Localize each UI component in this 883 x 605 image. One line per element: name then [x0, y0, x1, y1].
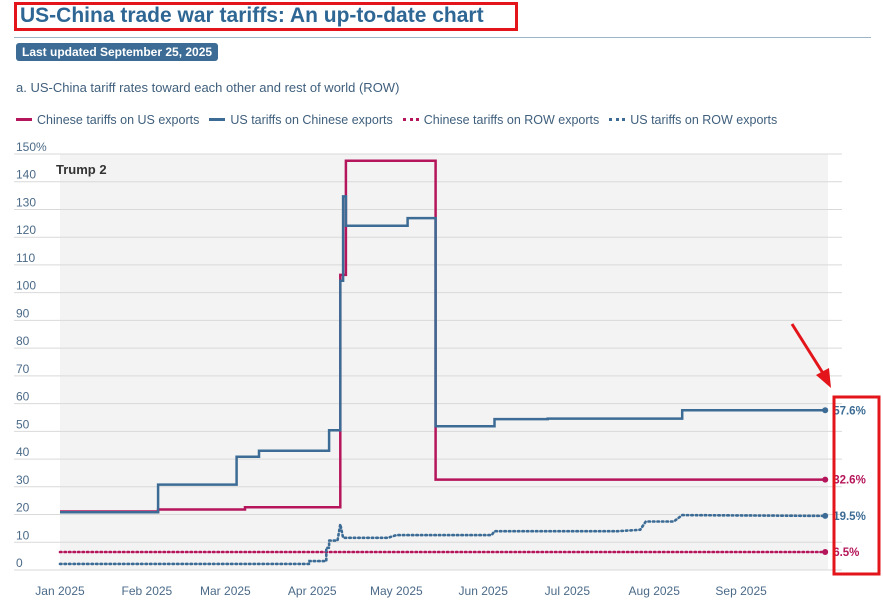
legend-item-0: Chinese tariffs on US exports — [16, 113, 199, 127]
x-tick-label: Mar 2025 — [200, 584, 251, 598]
x-tick-label: Apr 2025 — [288, 584, 337, 598]
series-end-point-2 — [822, 548, 829, 555]
x-tick-label: Aug 2025 — [629, 584, 681, 598]
legend-item-3: US tariffs on ROW exports — [609, 113, 777, 127]
period-annotation: Trump 2 — [56, 162, 107, 177]
series-end-label-0: 32.6% — [833, 475, 866, 487]
shaded-period — [60, 154, 828, 570]
series-end-point-3 — [822, 512, 829, 519]
y-tick-label: 60 — [16, 390, 30, 404]
legend-label: Chinese tariffs on ROW exports — [423, 112, 600, 127]
legend-swatch — [402, 118, 419, 121]
y-tick-label: 90 — [16, 306, 30, 320]
y-tick-label: 20 — [16, 501, 30, 515]
last-updated-badge: Last updated September 25, 2025 — [16, 43, 219, 61]
legend-swatch — [16, 118, 32, 121]
y-tick-label: 10 — [16, 528, 30, 542]
series-end-label-1: 57.6% — [833, 405, 866, 417]
series-line-3 — [58, 513, 827, 566]
y-tick-label: 0 — [16, 556, 23, 570]
y-tick-label: 140 — [16, 168, 36, 182]
y-tick-label: 80 — [16, 334, 30, 348]
series-end-point-1 — [822, 407, 829, 414]
highlight-arrow-shaft — [790, 323, 828, 379]
legend-swatch — [209, 118, 226, 121]
x-tick-label: May 2025 — [370, 584, 423, 598]
y-tick-label: 30 — [16, 473, 30, 487]
series-end-label-2: 6.5% — [833, 547, 859, 559]
y-tick-label: 130 — [16, 195, 36, 209]
page-title: US-China trade war tariffs: An up-to-dat… — [20, 4, 484, 27]
end-label-highlight-box — [832, 395, 881, 576]
legend-item-2: Chinese tariffs on ROW exports — [402, 112, 600, 127]
x-tick-label: Jul 2025 — [545, 584, 591, 598]
y-tick-label: 150% — [16, 140, 47, 154]
title-highlight-box — [14, 2, 518, 31]
x-tick-label: Jan 2025 — [35, 584, 85, 598]
chart-subtitle: a. US-China tariff rates toward each oth… — [16, 80, 400, 95]
series-line-1 — [60, 195, 826, 514]
x-tick-label: Feb 2025 — [122, 584, 173, 598]
legend-label: US tariffs on ROW exports — [630, 112, 778, 127]
y-tick-label: 120 — [16, 223, 36, 237]
y-tick-label: 110 — [16, 251, 35, 265]
y-tick-label: 50 — [16, 417, 30, 431]
series-end-label-3: 19.5% — [833, 511, 866, 523]
legend-swatch — [609, 118, 626, 121]
x-tick-label: Jun 2025 — [459, 584, 509, 598]
title-divider — [14, 37, 871, 38]
y-tick-label: 100 — [16, 279, 36, 293]
legend-label: US tariffs on Chinese exports — [230, 112, 393, 127]
chart-legend: Chinese tariffs on US exports US tariffs … — [16, 110, 787, 127]
legend-item-1: US tariffs on Chinese exports — [209, 112, 393, 127]
series-end-point-0 — [822, 476, 829, 483]
highlight-arrow-head — [816, 368, 831, 388]
x-tick-label: Sep 2025 — [715, 584, 767, 598]
y-tick-label: 70 — [16, 362, 30, 376]
legend-label: Chinese tariffs on US exports — [37, 112, 200, 127]
y-tick-label: 40 — [16, 445, 30, 459]
